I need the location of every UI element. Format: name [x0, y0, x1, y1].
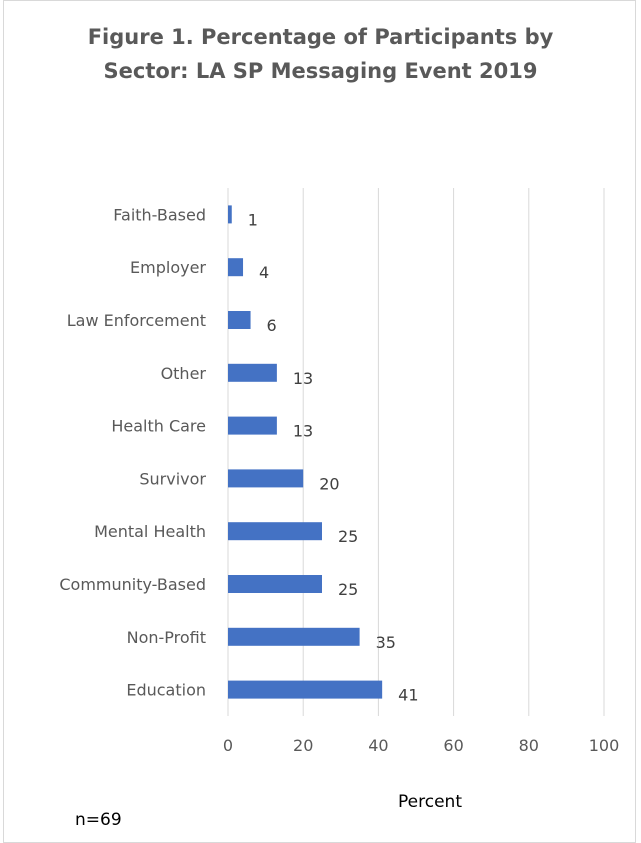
data-label: 6 [267, 316, 277, 335]
category-labels: Faith-Based Employer Law Enforcement Other H… [59, 205, 206, 699]
bar [228, 258, 244, 277]
chart-title: Figure 1. Percentage of Participants by … [0, 20, 641, 88]
x-tick-label: 100 [589, 736, 620, 755]
data-label: 20 [319, 474, 339, 493]
x-tick-label: 40 [368, 736, 388, 755]
bar [228, 680, 383, 699]
x-tick-labels: 0 20 40 60 80 100 [223, 736, 619, 755]
chart-frame [3, 0, 636, 843]
bar [228, 575, 322, 593]
chart-title-line-1: Figure 1. Percentage of Participants by [87, 25, 554, 49]
bar [228, 205, 232, 224]
bar [228, 311, 251, 329]
x-axis-label: Percent [398, 792, 462, 812]
category-label: Other [161, 364, 207, 383]
x-tick-label: 20 [293, 736, 313, 755]
bars [228, 205, 383, 699]
chart-title-line-2: Sector: LA SP Messaging Event 2019 [103, 59, 538, 83]
bar [228, 627, 360, 646]
category-label: Community-Based [59, 575, 206, 594]
x-tick-label: 60 [443, 736, 463, 755]
data-label: 41 [398, 686, 418, 705]
x-tick-label: 80 [519, 736, 539, 755]
bar [228, 522, 322, 541]
bar [228, 469, 304, 488]
category-label: Survivor [139, 469, 206, 488]
data-label: 13 [293, 422, 313, 441]
data-label: 13 [293, 369, 313, 388]
bar [228, 363, 277, 382]
data-label: 25 [338, 527, 358, 546]
category-label: Mental Health [94, 522, 206, 541]
data-label: 1 [248, 210, 258, 229]
category-label: Non-Profit [127, 628, 206, 647]
data-label: 25 [338, 580, 358, 599]
data-labels: 1 4 6 13 13 20 25 25 35 41 [248, 210, 419, 704]
category-label: Education [126, 681, 206, 700]
sample-size-note: n=69 [75, 810, 122, 830]
data-label: 4 [259, 263, 269, 282]
category-label: Employer [130, 258, 206, 277]
data-label: 35 [376, 633, 396, 652]
category-label: Faith-Based [113, 205, 206, 224]
x-tick-label: 0 [223, 736, 233, 755]
bar [228, 416, 277, 435]
category-label: Law Enforcement [67, 311, 206, 330]
category-label: Health Care [111, 417, 206, 436]
